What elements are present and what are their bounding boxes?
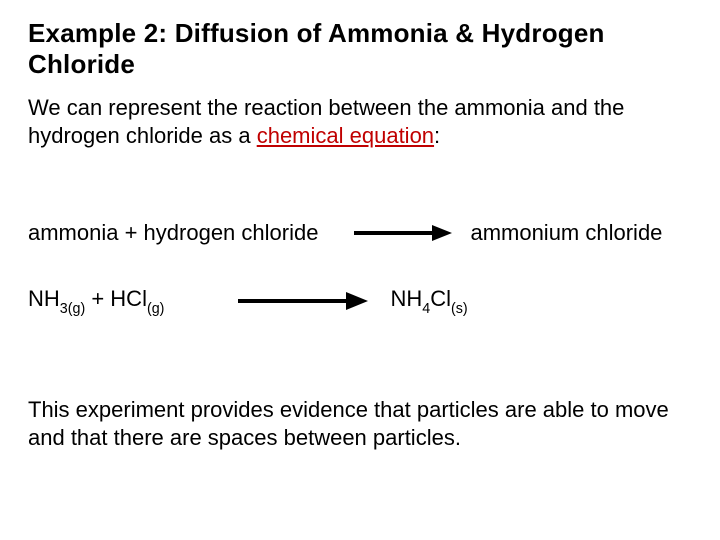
reactant-2-base: HCl [110,286,147,311]
slide-title: Example 2: Diffusion of Ammonia & Hydrog… [28,18,692,80]
word-equation-products: ammonium chloride [452,220,662,246]
product-subscript-1: 4 [422,301,430,317]
reactant-2-subscript: (g) [147,301,164,317]
conclusion-paragraph: This experiment provides evidence that p… [28,396,692,452]
product-mid: Cl [430,286,451,311]
chemical-equation-link: chemical equation [257,123,434,148]
word-equation-reactants: ammonia + hydrogen chloride [28,220,330,246]
arrow-icon [354,223,452,243]
formula-equation-reactants: NH3(g) + HCl(g) [28,286,164,315]
reactant-1-base: NH [28,286,60,311]
arrow-icon [238,290,368,312]
product-subscript-2: (s) [451,301,468,317]
formula-equation-row: NH3(g) + HCl(g) NH4Cl(s) [28,286,692,315]
formula-equation-products: NH4Cl(s) [368,286,467,315]
intro-paragraph: We can represent the reaction between th… [28,94,692,150]
intro-text-post: : [434,123,440,148]
word-equation-row: ammonia + hydrogen chloride ammonium chl… [28,220,692,246]
reactant-1-subscript: 3(g) [60,301,85,317]
plus-sign: + [85,286,110,311]
product-base-1: NH [390,286,422,311]
